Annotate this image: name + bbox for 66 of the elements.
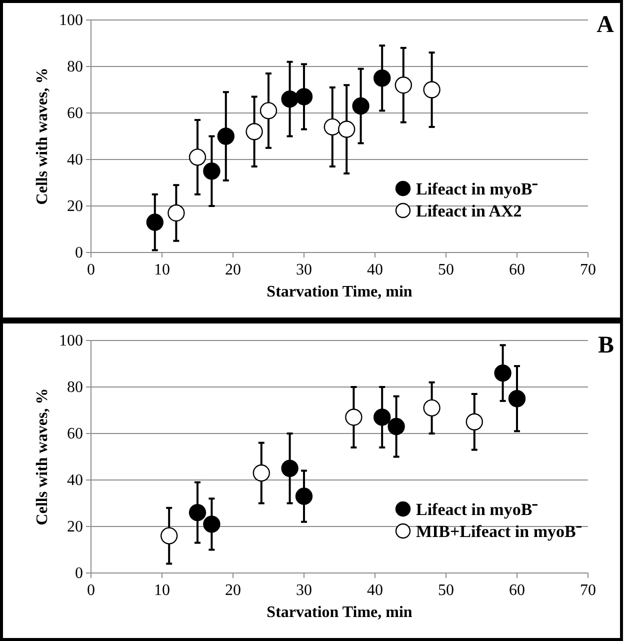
point <box>508 390 526 408</box>
point <box>203 516 220 533</box>
point <box>374 408 391 426</box>
point <box>388 418 405 436</box>
x-tick-label: 40 <box>367 262 383 278</box>
x-tick-label: 50 <box>438 582 454 599</box>
point <box>260 102 278 120</box>
y-tick-label: 0 <box>75 565 83 582</box>
point <box>374 70 391 87</box>
point <box>203 162 220 180</box>
point <box>281 460 298 477</box>
point <box>252 464 270 482</box>
point <box>352 97 370 115</box>
point <box>160 527 178 544</box>
point <box>338 120 356 138</box>
point <box>466 413 483 430</box>
x-tick-label: 10 <box>154 582 170 599</box>
chart-title: B <box>598 332 614 358</box>
x-tick-label: 0 <box>87 582 95 599</box>
y-tick-label: 0 <box>75 244 83 262</box>
point <box>217 128 234 145</box>
y-tick-label: 80 <box>67 379 83 396</box>
x-tick-label: 70 <box>580 262 596 278</box>
x-tick-label: 40 <box>367 582 383 599</box>
point <box>168 204 185 222</box>
point <box>188 148 206 166</box>
point <box>423 399 440 417</box>
legend-label: Lifeact in AX2 <box>416 202 522 220</box>
x-tick-label: 20 <box>225 262 241 278</box>
x-tick-label: 20 <box>225 582 241 599</box>
point <box>324 118 341 136</box>
legend-label: Lifeact in myoB⁻ <box>416 500 538 519</box>
y-tick-label: 60 <box>67 426 83 442</box>
legend-label: MIB+Lifeact in myoB⁻ <box>416 522 582 541</box>
point <box>146 214 164 231</box>
x-tick-label: 70 <box>580 582 596 599</box>
y-tick-label: 40 <box>67 152 83 168</box>
y-tick-label: 20 <box>67 518 83 536</box>
x-tick-label: 60 <box>509 582 525 599</box>
x-tick-label: 30 <box>296 262 312 278</box>
x-tick-label: 30 <box>296 582 312 599</box>
y-tick-label: 80 <box>67 58 83 76</box>
point <box>494 364 512 382</box>
x-axis-title: Starvation Time, min <box>266 604 412 621</box>
point <box>188 504 206 522</box>
point <box>246 123 263 140</box>
y-tick-label: 20 <box>67 198 83 215</box>
y-tick-label: 60 <box>67 105 83 122</box>
point <box>295 488 313 505</box>
y-tick-label: 100 <box>59 12 83 29</box>
x-tick-label: 10 <box>154 262 170 278</box>
y-axis-title: Cells with waves, % <box>34 68 51 205</box>
x-axis-title: Starvation Time, min <box>266 284 412 300</box>
point <box>345 408 362 426</box>
x-tick-label: 0 <box>87 262 95 278</box>
chart-title: A <box>596 12 615 38</box>
point <box>423 81 440 98</box>
legend-label: Lifeact in myoB⁻ <box>416 180 538 198</box>
y-tick-label: 40 <box>67 472 83 489</box>
y-axis-title: Cells with waves, % <box>34 388 51 526</box>
point <box>394 76 412 94</box>
point <box>295 88 313 106</box>
x-tick-label: 60 <box>509 262 525 278</box>
point <box>281 90 298 108</box>
x-tick-label: 50 <box>438 262 454 278</box>
y-tick-label: 100 <box>59 332 83 350</box>
